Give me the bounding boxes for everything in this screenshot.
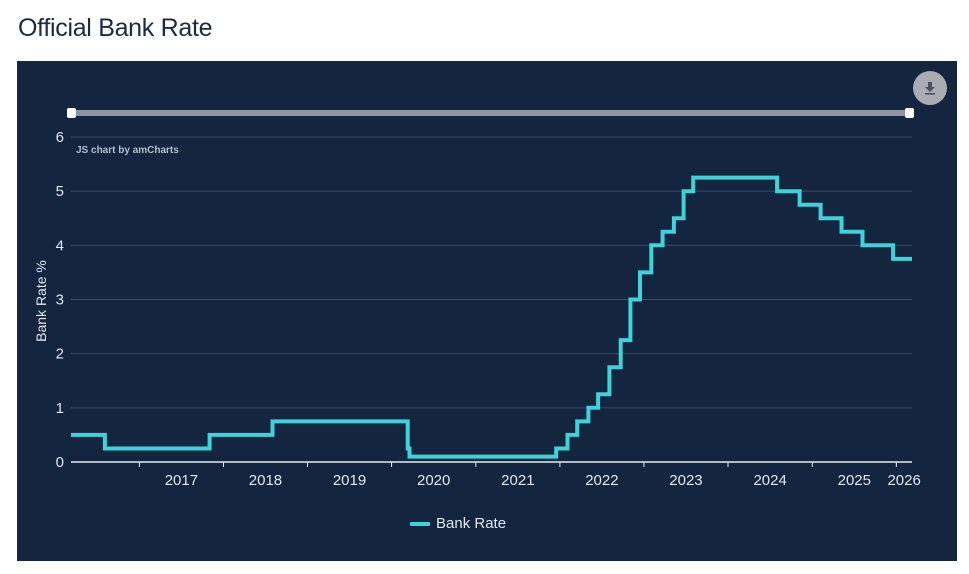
scrollbar-start-grip[interactable] [67, 108, 76, 118]
y-tick-label: 5 [56, 183, 64, 200]
x-tick-label: 2026 [887, 472, 920, 489]
x-tick-label: 2018 [249, 472, 282, 489]
y-tick-label: 3 [56, 292, 64, 309]
x-tick-label: 2021 [501, 472, 534, 489]
y-tick-label: 0 [56, 454, 64, 471]
y-tick-label: 2 [56, 346, 64, 363]
scrollbar-end-grip[interactable] [905, 108, 914, 118]
chart-credit[interactable]: JS chart by amCharts [76, 145, 179, 156]
x-tick-label: 2019 [333, 472, 366, 489]
x-tick-label: 2024 [753, 472, 786, 489]
page-title: Official Bank Rate [18, 14, 213, 42]
y-tick-label: 4 [56, 237, 64, 254]
range-scrollbar[interactable] [67, 108, 914, 118]
x-tick-label: 2023 [669, 472, 702, 489]
y-tick-label: 6 [56, 129, 64, 146]
x-tick-label: 2020 [417, 472, 450, 489]
y-tick-label: 1 [56, 400, 64, 417]
legend-item-bank-rate[interactable]: Bank Rate [410, 515, 506, 532]
x-axis-ticks: 2017 2018 2019 2020 2021 2022 2023 2024 2025 2026 [138, 462, 921, 489]
scrollbar-track[interactable] [71, 110, 910, 116]
download-icon [925, 82, 935, 95]
x-tick-label: 2025 [838, 472, 871, 489]
legend-label: Bank Rate [436, 515, 507, 532]
x-tick-label: 2017 [165, 472, 198, 489]
x-tick-label: 2022 [585, 472, 618, 489]
bank-rate-chart: 0 1 2 3 4 5 6 2017 2018 2019 2020 2021 2022 2023 2024… [56, 108, 921, 489]
series-line-bank-rate[interactable] [71, 175, 912, 459]
y-axis-ticks: 0 1 2 3 4 5 6 [56, 129, 64, 471]
grid-lines [71, 136, 912, 409]
download-button[interactable] [913, 71, 947, 105]
y-axis-label: Bank Rate % [33, 260, 49, 342]
legend-swatch [410, 521, 430, 526]
series-layer [71, 175, 912, 459]
chart-panel: 0 1 2 3 4 5 6 2017 2018 2019 2020 2021 2022 2023 2024… [17, 61, 957, 561]
